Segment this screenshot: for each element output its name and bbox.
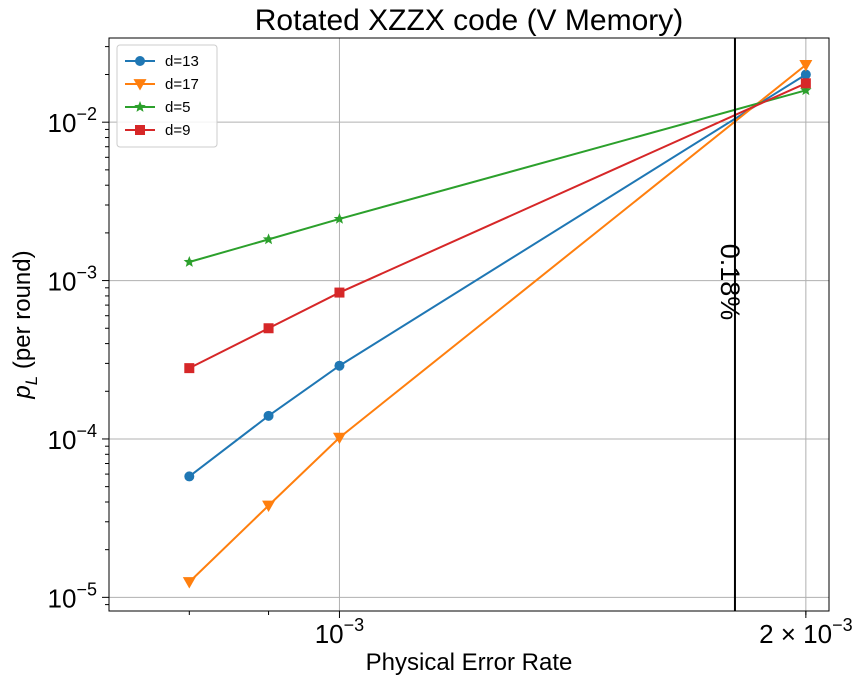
data-point xyxy=(334,360,345,371)
series-line xyxy=(188,82,807,370)
legend-box xyxy=(116,44,218,148)
data-point xyxy=(800,78,811,89)
legend-marker xyxy=(135,56,145,66)
legend: d=13 d=17 d=5 d=9 xyxy=(116,44,218,148)
series-d=17 xyxy=(182,60,813,589)
x-tick-label-base: 2 × 10 xyxy=(759,619,832,649)
plot-frame xyxy=(108,37,830,612)
legend-marker xyxy=(135,125,145,135)
chart-title: Rotated XZZX code (V Memory) xyxy=(255,4,683,37)
y-tick-label: 10−5 xyxy=(48,579,97,613)
legend-item: d=9 xyxy=(125,122,190,139)
legend-item: d=13 xyxy=(125,53,199,70)
y-tick-label-exp: −2 xyxy=(76,104,97,124)
legend-marker xyxy=(134,101,146,112)
series-line xyxy=(189,89,807,263)
data-point xyxy=(263,410,274,421)
y-tick-label-exp: −4 xyxy=(76,421,97,441)
legend-label: d=13 xyxy=(165,53,199,70)
data-point xyxy=(800,84,812,96)
data-point xyxy=(799,60,813,72)
y-tick-label-base: 10 xyxy=(48,108,77,138)
x-tick-label-exp: −3 xyxy=(832,615,853,635)
legend-marker xyxy=(133,79,147,91)
x-tick-label: 2 × 10−3 xyxy=(759,615,853,649)
legend-item: d=5 xyxy=(125,99,190,116)
y-tick-label: 10−2 xyxy=(48,104,97,138)
y-axis-title-rest: (per round) xyxy=(9,250,36,375)
threshold-layer: 0.18% xyxy=(715,38,745,611)
y-axis-title-sub: L xyxy=(22,376,41,385)
y-tick-label-exp: −5 xyxy=(76,579,97,599)
y-axis-title-main: p xyxy=(9,385,36,399)
data-point xyxy=(184,471,195,482)
data-point xyxy=(262,233,275,245)
ticks-layer: 10−3 2 × 10−310−510−410−310−2 xyxy=(48,46,853,649)
data-point xyxy=(262,500,276,513)
data-point xyxy=(183,256,196,267)
data-point xyxy=(332,432,346,445)
series-d=13 xyxy=(184,69,811,482)
y-tick-label-base: 10 xyxy=(48,267,77,297)
grid xyxy=(109,38,829,611)
x-tick-label-exp: −3 xyxy=(344,615,365,635)
y-tick-label-exp: −3 xyxy=(76,263,97,283)
y-tick-label-base: 10 xyxy=(48,425,77,455)
data-point xyxy=(334,287,345,298)
data-point xyxy=(182,577,196,589)
data-point xyxy=(800,69,811,80)
legend-item: d=17 xyxy=(125,76,199,93)
y-tick-label: 10−3 xyxy=(48,263,97,297)
x-axis-title: Physical Error Rate xyxy=(366,649,573,676)
series-d=5 xyxy=(183,84,812,267)
x-tick-label-base: 10 xyxy=(315,619,344,649)
threshold-label: 0.18% xyxy=(715,244,745,321)
legend-label: d=17 xyxy=(165,76,199,93)
series-line xyxy=(188,73,807,478)
series-d=9 xyxy=(184,78,811,374)
legend-label: d=9 xyxy=(165,122,190,139)
y-tick-label: 10−4 xyxy=(48,421,97,455)
data-point xyxy=(184,363,195,374)
data-point xyxy=(333,212,346,224)
y-axis-title: pL (per round) xyxy=(9,250,41,399)
legend-label: d=5 xyxy=(165,99,190,116)
y-tick-label-base: 10 xyxy=(48,583,77,613)
series-line xyxy=(188,64,807,583)
data-point xyxy=(263,323,274,334)
x-tick-label: 10−3 xyxy=(315,615,364,649)
series-layer xyxy=(182,60,813,589)
